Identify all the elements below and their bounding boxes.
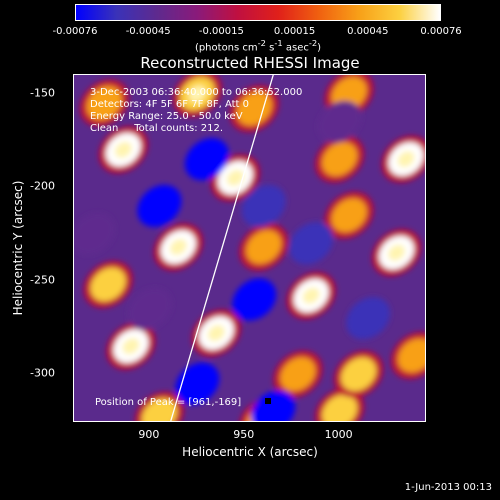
x-tick-label: 900 — [138, 428, 160, 441]
energy-range-label: Energy Range: 25.0 - 50.0 keV — [90, 111, 243, 122]
colorbar-tick-label: -0.00076 — [52, 26, 98, 37]
colorbar-tick-label: 0.00076 — [420, 26, 462, 37]
colorbar-tick-label: 0.00045 — [347, 26, 389, 37]
time-range-label: 3-Dec-2003 06:36:40.000 to 06:36:52.000 — [90, 87, 303, 98]
colorbar — [75, 4, 441, 21]
plot-area — [73, 74, 426, 422]
emission-blob — [286, 272, 336, 320]
negative-blob — [137, 184, 182, 227]
emission-blob — [153, 223, 203, 271]
peak-position-label: Position of Peak = [961,-169] — [95, 397, 242, 408]
y-tick-label: -250 — [30, 273, 55, 287]
negative-blob — [127, 287, 172, 330]
x-axis-label: Heliocentric X (arcsec) — [182, 445, 318, 459]
emission-blob — [239, 223, 289, 271]
x-tick-label: 950 — [233, 428, 255, 441]
clean-counts-label: Clean Total counts: 212. — [90, 123, 224, 134]
emission-blob — [106, 322, 156, 370]
detectors-label: Detectors: 4F 5F 6F 7F 8F, Att 0 — [90, 99, 250, 110]
peak-marker — [265, 398, 271, 404]
emission-blob — [191, 309, 241, 357]
negative-blob — [175, 362, 220, 405]
y-tick-label: -300 — [30, 366, 55, 380]
emission-blob — [135, 391, 184, 421]
colorbar-tick-label: -0.00015 — [198, 26, 244, 37]
negative-blob — [346, 297, 391, 340]
negative-blob — [241, 184, 286, 227]
emission-blob — [324, 191, 374, 239]
emission-blob — [79, 79, 129, 127]
colorbar-tick-label: -0.00045 — [125, 26, 171, 37]
y-axis-label: Heliocentric Y (arcsec) — [11, 180, 25, 316]
x-tick-label: 1000 — [324, 428, 353, 441]
emission-blob — [315, 135, 364, 183]
negative-blob — [232, 278, 277, 321]
colorbar-tick-label: 0.00015 — [273, 26, 316, 37]
emission-blob — [334, 350, 383, 398]
emission-blob — [98, 126, 148, 174]
emission-blob — [83, 261, 133, 308]
emission-blob — [315, 388, 364, 421]
negative-blob — [74, 212, 115, 256]
emission-blob — [172, 75, 222, 118]
emission-blob — [273, 350, 323, 398]
y-tick-label: -200 — [30, 179, 55, 193]
footer-timestamp: 1-Jun-2013 00:13 — [404, 482, 492, 493]
emission-blob — [381, 135, 425, 183]
y-tick-label: -150 — [30, 86, 55, 100]
emission-blob — [372, 229, 421, 277]
negative-blob — [289, 222, 334, 265]
colorbar-units: (photons cm-2 s-1 asec-2) — [194, 38, 322, 54]
negative-blob — [251, 390, 296, 421]
chart-title: Reconstructed RHESSI Image — [140, 54, 360, 72]
negative-blob — [317, 100, 362, 143]
negative-blob — [184, 138, 229, 181]
solar-limb-line — [170, 75, 274, 421]
emission-blob — [391, 332, 425, 379]
heatmap-canvas — [74, 75, 425, 421]
